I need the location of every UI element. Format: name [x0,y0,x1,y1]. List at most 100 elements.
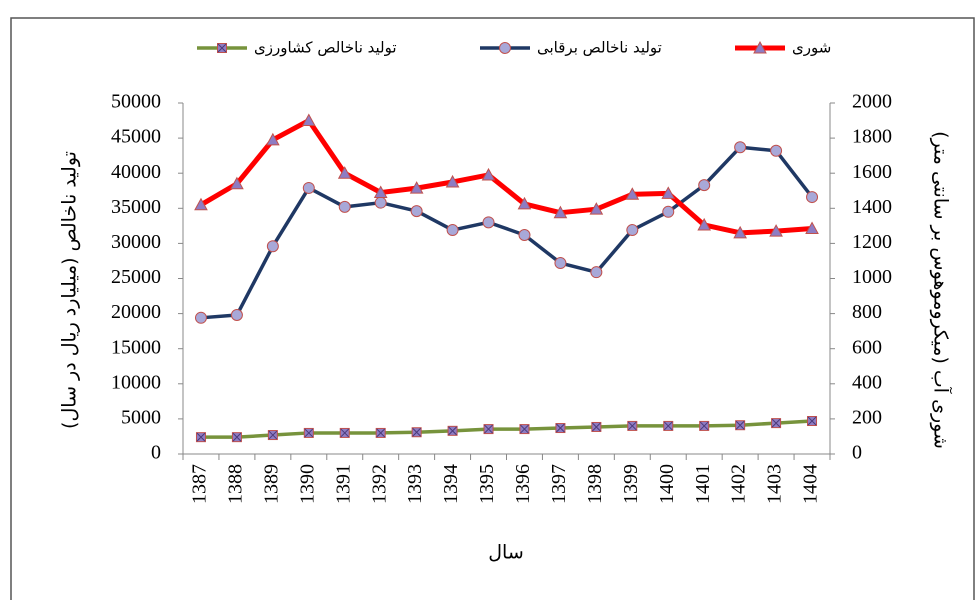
y2-tick-label: 1000 [852,266,892,288]
data-point [446,224,459,237]
legend-label: شوری [792,39,831,57]
data-point [303,427,314,438]
series-line [200,145,814,320]
data-point [481,167,496,181]
y-axis-title: تولید ناخالص (میلیارد ریال در سال) [59,151,81,429]
x-tick-label: 1404 [800,464,822,504]
data-point [482,216,495,229]
data-point [734,141,747,154]
legend-label: تولید ناخالص کشاورزی [254,39,397,57]
data-point [411,427,422,438]
data-point [302,181,315,194]
legend-marker [217,43,227,53]
y2-tick-label: 0 [852,442,862,464]
y-tick-label: 30000 [111,231,161,253]
data-point [519,424,530,435]
y2-tick-label: 1400 [852,196,892,218]
data-point [625,187,640,200]
x-tick-label: 1387 [189,464,211,504]
data-point [627,420,638,431]
y-tick-label: 20000 [111,301,161,323]
data-point [267,430,278,441]
data-point [266,240,279,253]
data-point [409,181,424,194]
data-point [374,196,387,209]
x-tick-label: 1399 [620,464,642,504]
data-point [590,266,603,279]
legend-label: تولید ناخالص برقابی [537,39,662,57]
chart-frame [10,17,975,600]
y-tick-label: 10000 [111,371,161,393]
x-tick-label: 1394 [440,464,462,504]
data-point [483,424,494,435]
data-point [338,200,351,213]
data-point [733,225,747,239]
y2-tick-label: 2000 [852,91,892,113]
x-tick-label: 1395 [476,464,498,504]
y-tick-label: 35000 [111,196,161,218]
data-point [735,420,746,431]
data-point [591,421,602,432]
y-tick-label: 45000 [111,126,161,148]
data-point [195,432,206,443]
x-tick-label: 1396 [512,464,534,504]
data-point [194,311,207,324]
data-point [554,257,567,270]
series-line [199,118,813,236]
y2-axis-title: شوری آب (میکروموهوس بر سانتی متر) [930,131,954,449]
data-point [806,191,819,204]
data-point [375,427,386,438]
x-tick-label: 1391 [332,464,354,504]
y2-tick-label: 600 [852,336,882,358]
x-tick-label: 1401 [692,464,714,504]
x-tick-label: 1389 [260,464,282,504]
data-point [661,186,676,199]
y-tick-label: 40000 [111,161,161,183]
x-tick-label: 1402 [728,464,750,504]
data-point [337,166,352,179]
data-point [445,174,460,188]
data-point [589,202,604,215]
legend-marker [753,40,767,54]
x-tick-label: 1392 [368,464,390,504]
y2-tick-label: 800 [852,301,882,323]
y2-tick-label: 1800 [852,126,892,148]
data-point [697,217,712,231]
data-point [230,176,244,190]
data-point [770,144,783,157]
x-axis-title: سال [488,542,524,564]
series-line [200,419,813,439]
x-tick-label: 1390 [296,464,318,504]
y-tick-label: 50000 [111,91,161,113]
data-point [662,205,675,218]
y2-tick-label: 1200 [852,231,892,253]
data-point [410,205,423,218]
y-tick-label: 25000 [111,266,161,288]
data-point [555,423,566,434]
x-tick-label: 1400 [656,464,678,504]
data-point [266,132,280,146]
y-tick-label: 15000 [111,336,161,358]
x-tick-label: 1398 [584,464,606,504]
data-point [626,224,639,237]
y-tick-label: 0 [151,442,161,464]
y2-tick-label: 400 [852,371,882,393]
x-tick-label: 1397 [548,464,570,504]
data-point [517,196,532,210]
y-tick-label: 5000 [121,406,161,428]
y2-tick-label: 200 [852,406,882,428]
legend-marker [499,42,511,54]
data-point [663,420,674,431]
data-point [807,416,818,427]
data-point [805,221,819,234]
y2-tick-label: 1600 [852,161,892,183]
data-point [771,418,782,429]
data-point [373,185,388,199]
data-point [698,179,711,192]
data-point [699,420,710,431]
data-point [301,113,316,127]
x-tick-label: 1388 [225,464,247,504]
data-point [518,228,531,241]
data-point [230,309,243,322]
